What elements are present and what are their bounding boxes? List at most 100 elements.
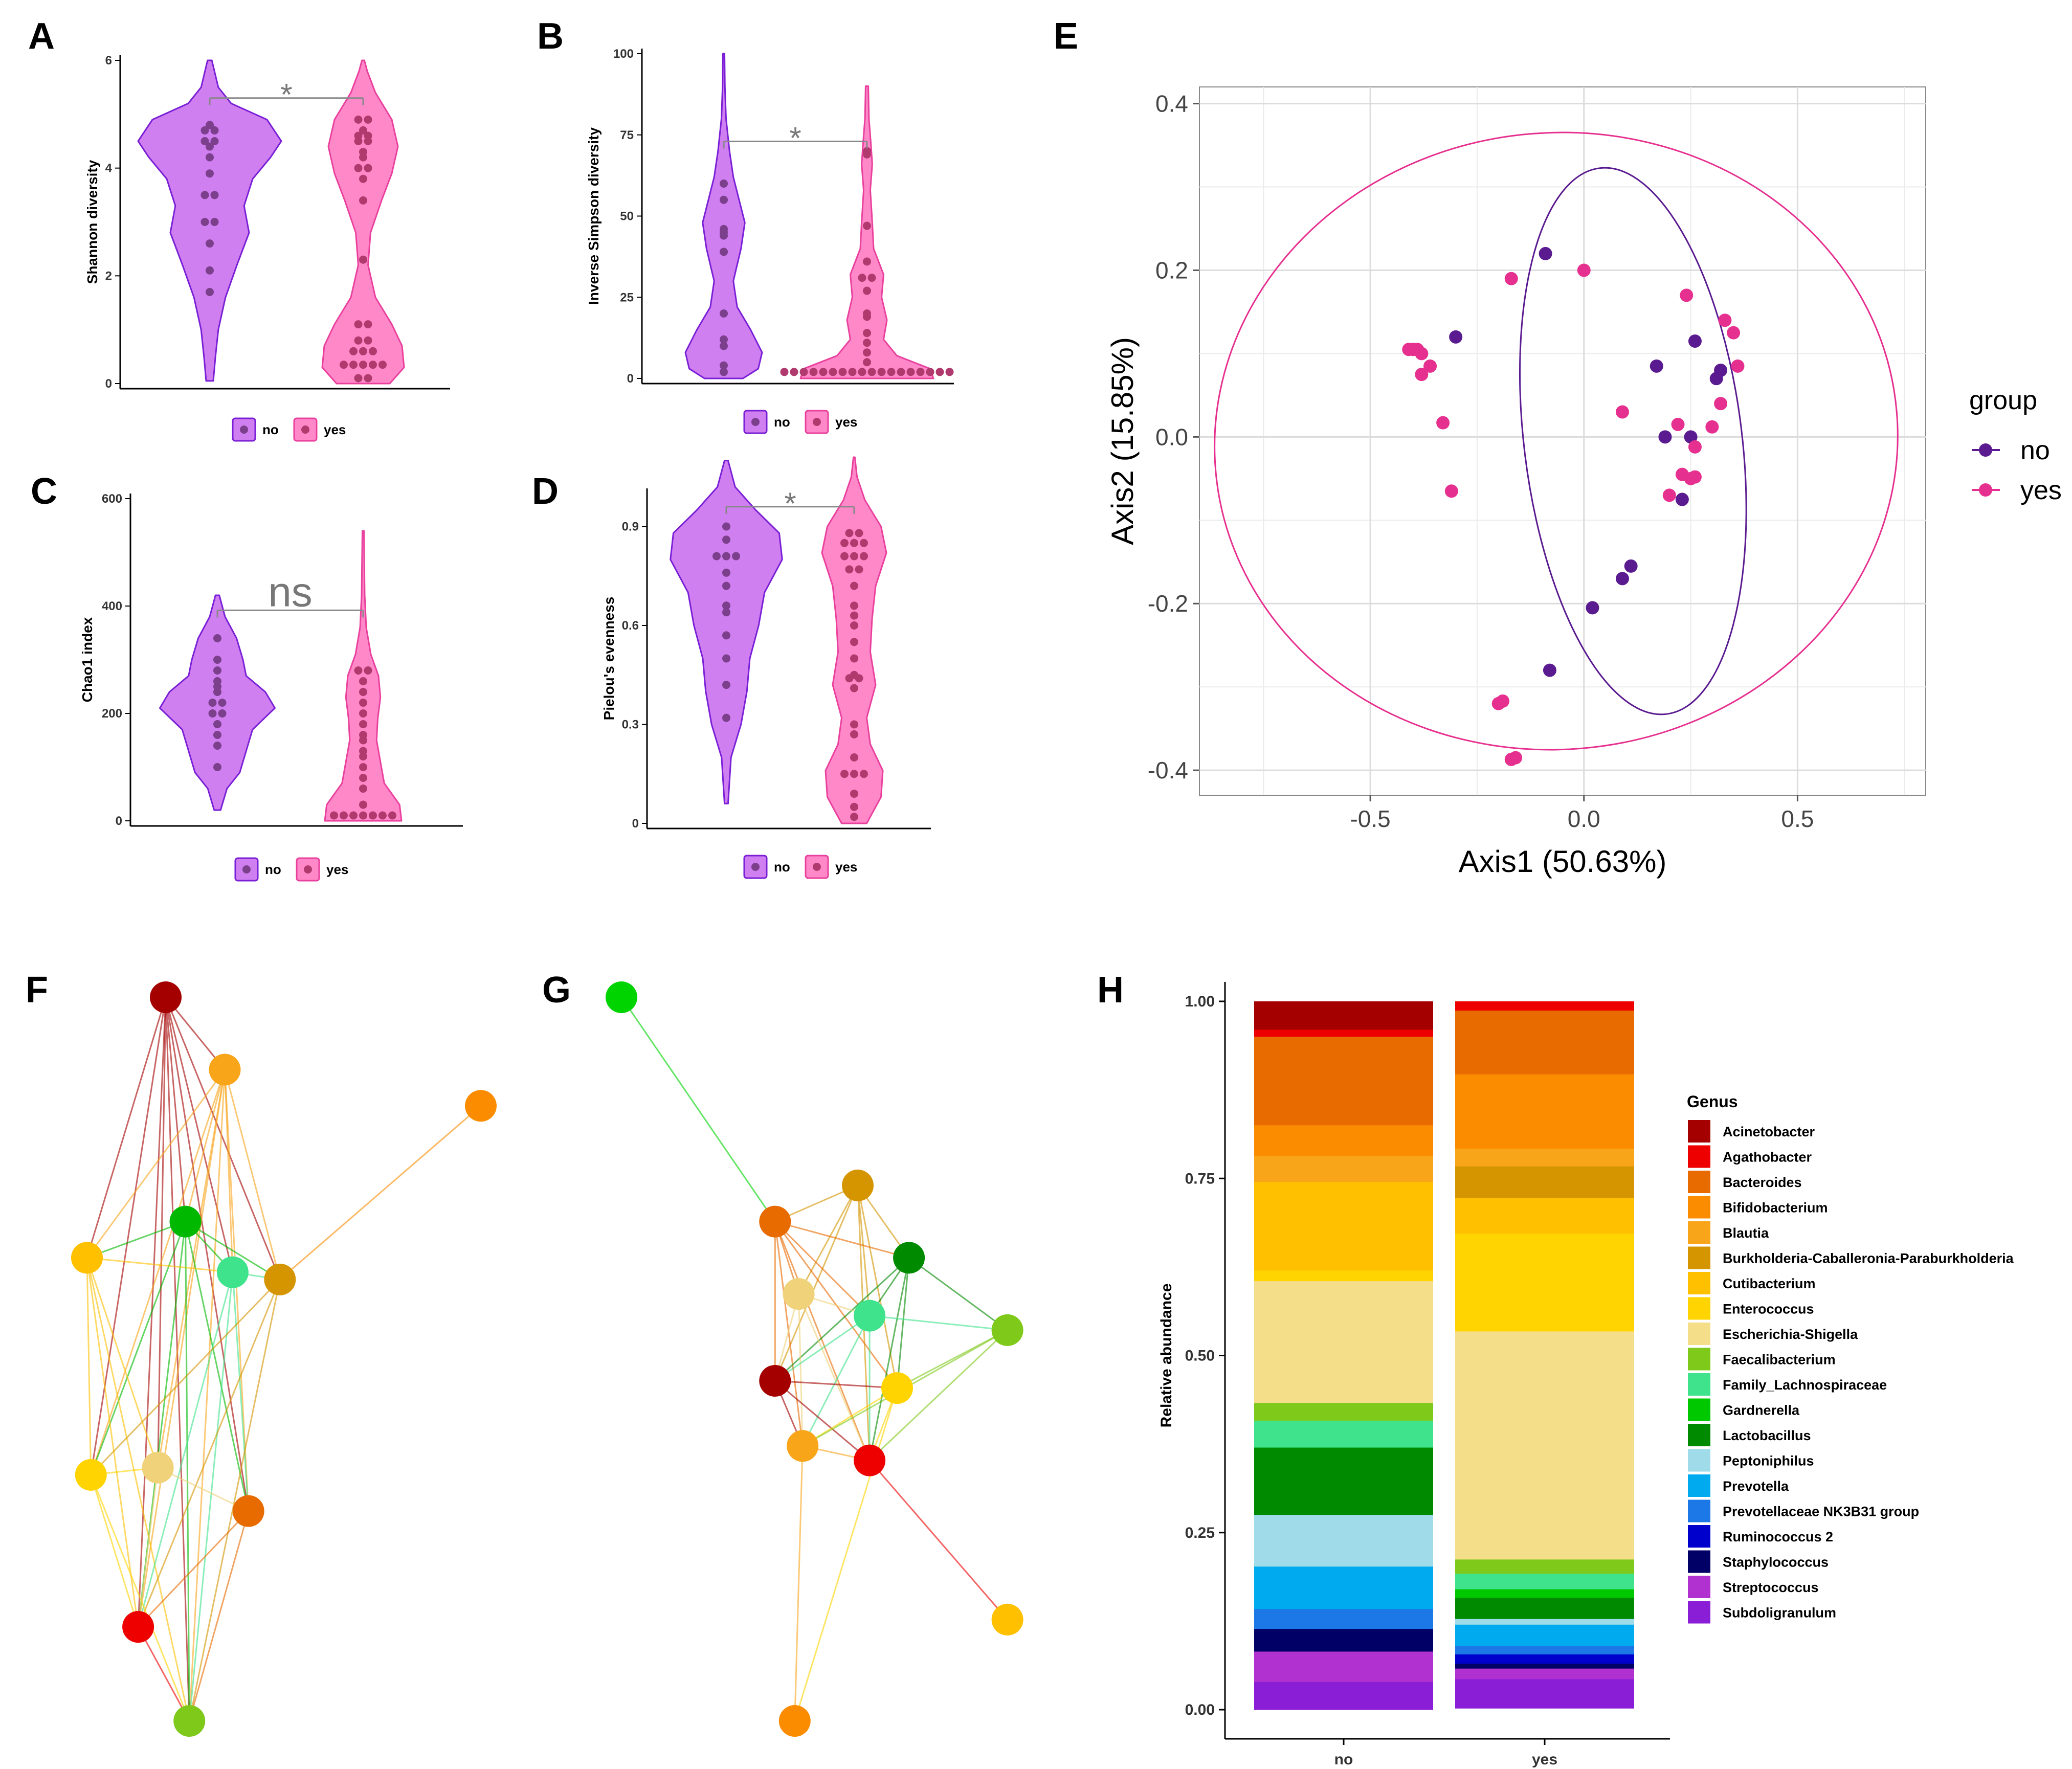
data-point-yes <box>364 336 372 345</box>
network-edge <box>157 1467 249 1512</box>
data-point-yes <box>935 368 944 376</box>
data-point-no <box>213 656 221 664</box>
data-point-yes <box>354 164 363 172</box>
data-point-yes <box>340 811 348 820</box>
network-node <box>465 1090 497 1122</box>
y-tick-label: 0.4 <box>1155 91 1188 117</box>
bar-segment <box>1254 1037 1433 1126</box>
network-node <box>991 1603 1023 1636</box>
y-tick-label: -0.4 <box>1148 757 1188 783</box>
data-point-yes <box>378 811 387 820</box>
legend-label-no: no <box>2020 436 2050 465</box>
bar-segment <box>1254 1651 1433 1683</box>
bar-segment <box>1455 1574 1634 1590</box>
data-point-no <box>722 631 730 640</box>
panel-letter-h: H <box>1097 970 1124 1011</box>
data-point-no <box>218 709 227 718</box>
y-tick-label: 0.0 <box>1155 423 1188 450</box>
data-point-no <box>210 191 219 199</box>
network-node <box>881 1372 913 1404</box>
legend-label-yes: yes <box>835 414 857 430</box>
data-point-yes <box>349 347 358 355</box>
data-point-yes <box>1688 440 1702 454</box>
data-point-no <box>1675 492 1689 506</box>
x-tick-label: 0.0 <box>1568 805 1600 832</box>
data-point-yes <box>359 148 367 156</box>
network-node <box>264 1263 296 1295</box>
data-point-yes <box>850 552 858 561</box>
data-point-yes <box>858 368 866 376</box>
bar-segment <box>1455 1624 1634 1646</box>
network-edges <box>86 997 481 1721</box>
data-point-yes <box>1444 484 1458 498</box>
data-point-no <box>208 699 217 707</box>
data-point-yes <box>897 368 905 376</box>
y-tick-label: 0 <box>627 372 634 386</box>
y-tick-label: 400 <box>102 599 122 613</box>
data-point-yes <box>845 529 854 538</box>
data-point-no <box>720 180 728 188</box>
network-edge <box>798 1185 859 1294</box>
network-edge <box>137 1279 281 1627</box>
data-point-no <box>720 225 728 233</box>
network-edge <box>896 1258 910 1389</box>
violin-legend: no yes <box>743 855 857 879</box>
data-point-yes <box>860 552 868 561</box>
data-point-yes <box>860 770 868 778</box>
network-edge <box>185 1069 226 1222</box>
data-point-no <box>206 169 214 178</box>
data-point-yes <box>850 611 858 620</box>
network-edge <box>86 1221 186 1259</box>
legend-label: Family_Lachnospiraceae <box>1723 1377 1887 1393</box>
network-node <box>991 1314 1023 1346</box>
legend-key <box>1688 1474 1710 1497</box>
data-point-no <box>213 634 221 642</box>
legend-label-no: no <box>774 414 790 430</box>
legend-key <box>1688 1499 1710 1522</box>
data-point-yes <box>359 720 367 728</box>
data-point-yes <box>848 368 857 376</box>
data-point-yes <box>1731 359 1745 373</box>
bar-segment <box>1455 1679 1634 1709</box>
y-tick-label: 1.00 <box>1185 993 1215 1010</box>
y-tick-label: 0.3 <box>622 718 639 732</box>
data-point-no <box>722 608 730 617</box>
data-point-yes <box>850 684 858 692</box>
bar-segment <box>1455 1074 1634 1149</box>
data-point-yes <box>364 666 372 675</box>
data-point-yes <box>388 811 396 820</box>
network-edge <box>138 1510 249 1628</box>
data-point-no <box>720 335 728 344</box>
data-point-yes <box>863 257 871 266</box>
legend-dot-no <box>751 418 760 426</box>
bar-segment <box>1254 1155 1433 1182</box>
data-point-no <box>722 535 730 544</box>
violin-legend: no yes <box>743 410 857 434</box>
network-node <box>169 1205 202 1238</box>
data-point-no <box>213 677 221 685</box>
confidence-ellipse-no <box>1519 167 1747 715</box>
data-point-yes <box>850 638 858 646</box>
network-node <box>787 1430 819 1462</box>
y-tick-label: 0.9 <box>622 520 639 534</box>
legend-key <box>1688 1272 1710 1294</box>
network-edge <box>775 1380 898 1389</box>
y-axis-title: Inverse Simpson diversity <box>586 127 601 305</box>
data-point-yes <box>887 368 896 376</box>
network-node <box>209 1054 241 1086</box>
bar-segment <box>1455 1598 1634 1620</box>
bar-segment <box>1455 1668 1634 1680</box>
data-point-yes <box>354 336 363 345</box>
legend-dot-no <box>751 863 760 871</box>
legend-label: Bifidobacterium <box>1723 1200 1828 1216</box>
network-edge <box>90 1069 226 1475</box>
bar-segment <box>1254 1029 1433 1037</box>
violin-legend: no yes <box>234 857 348 882</box>
network-edge <box>185 1221 281 1281</box>
legend-dot-yes <box>301 426 309 434</box>
network-edge <box>165 997 234 1273</box>
network-edge <box>137 1272 234 1627</box>
network-edge <box>188 1069 226 1721</box>
legend-label: Staphylococcus <box>1723 1555 1829 1570</box>
network-edge <box>224 1069 250 1511</box>
